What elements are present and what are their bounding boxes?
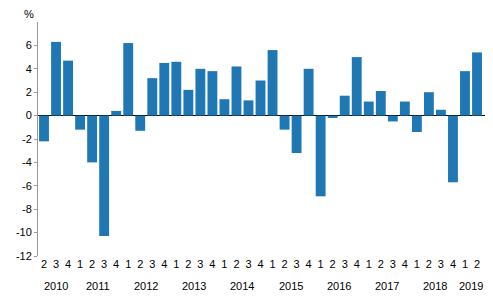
svg-text:3: 3 (101, 258, 107, 270)
svg-text:0: 0 (26, 109, 32, 121)
svg-text:4: 4 (26, 63, 32, 75)
svg-text:2: 2 (282, 258, 288, 270)
svg-text:%: % (24, 8, 34, 20)
svg-text:2: 2 (474, 258, 480, 270)
svg-text:2016: 2016 (327, 280, 351, 292)
svg-text:-10: -10 (16, 226, 32, 238)
svg-text:2: 2 (426, 258, 432, 270)
svg-text:2013: 2013 (182, 280, 206, 292)
svg-text:3: 3 (438, 258, 444, 270)
svg-text:2: 2 (137, 258, 143, 270)
svg-text:4: 4 (402, 258, 408, 270)
svg-text:1: 1 (414, 258, 420, 270)
svg-text:2: 2 (89, 258, 95, 270)
svg-text:2011: 2011 (86, 280, 110, 292)
svg-text:2010: 2010 (44, 280, 68, 292)
svg-text:2: 2 (233, 258, 239, 270)
svg-text:4: 4 (306, 258, 312, 270)
svg-text:2012: 2012 (134, 280, 158, 292)
svg-text:4: 4 (257, 258, 263, 270)
svg-text:1: 1 (366, 258, 372, 270)
svg-text:-8: -8 (22, 203, 32, 215)
svg-text:1: 1 (173, 258, 179, 270)
svg-text:3: 3 (342, 258, 348, 270)
svg-text:-12: -12 (16, 250, 32, 262)
svg-text:2: 2 (185, 258, 191, 270)
svg-text:2019: 2019 (459, 280, 483, 292)
svg-text:-4: -4 (22, 156, 32, 168)
svg-text:4: 4 (65, 258, 71, 270)
svg-text:3: 3 (149, 258, 155, 270)
svg-text:3: 3 (390, 258, 396, 270)
svg-text:4: 4 (209, 258, 215, 270)
svg-text:3: 3 (245, 258, 251, 270)
svg-text:2: 2 (378, 258, 384, 270)
svg-text:1: 1 (125, 258, 131, 270)
svg-text:2: 2 (41, 258, 47, 270)
svg-text:1: 1 (462, 258, 468, 270)
svg-text:4: 4 (450, 258, 456, 270)
svg-text:4: 4 (161, 258, 167, 270)
svg-text:1: 1 (221, 258, 227, 270)
svg-text:2: 2 (26, 86, 32, 98)
svg-text:6: 6 (26, 39, 32, 51)
svg-text:1: 1 (77, 258, 83, 270)
svg-text:2: 2 (330, 258, 336, 270)
svg-text:3: 3 (294, 258, 300, 270)
svg-text:1: 1 (318, 258, 324, 270)
svg-text:2015: 2015 (279, 280, 303, 292)
svg-text:3: 3 (53, 258, 59, 270)
svg-text:2017: 2017 (375, 280, 399, 292)
svg-text:2018: 2018 (423, 280, 447, 292)
svg-text:2014: 2014 (230, 280, 254, 292)
svg-text:4: 4 (113, 258, 119, 270)
svg-text:4: 4 (354, 258, 360, 270)
svg-text:-6: -6 (22, 180, 32, 192)
svg-text:1: 1 (269, 258, 275, 270)
svg-text:3: 3 (197, 258, 203, 270)
svg-text:-2: -2 (22, 133, 32, 145)
